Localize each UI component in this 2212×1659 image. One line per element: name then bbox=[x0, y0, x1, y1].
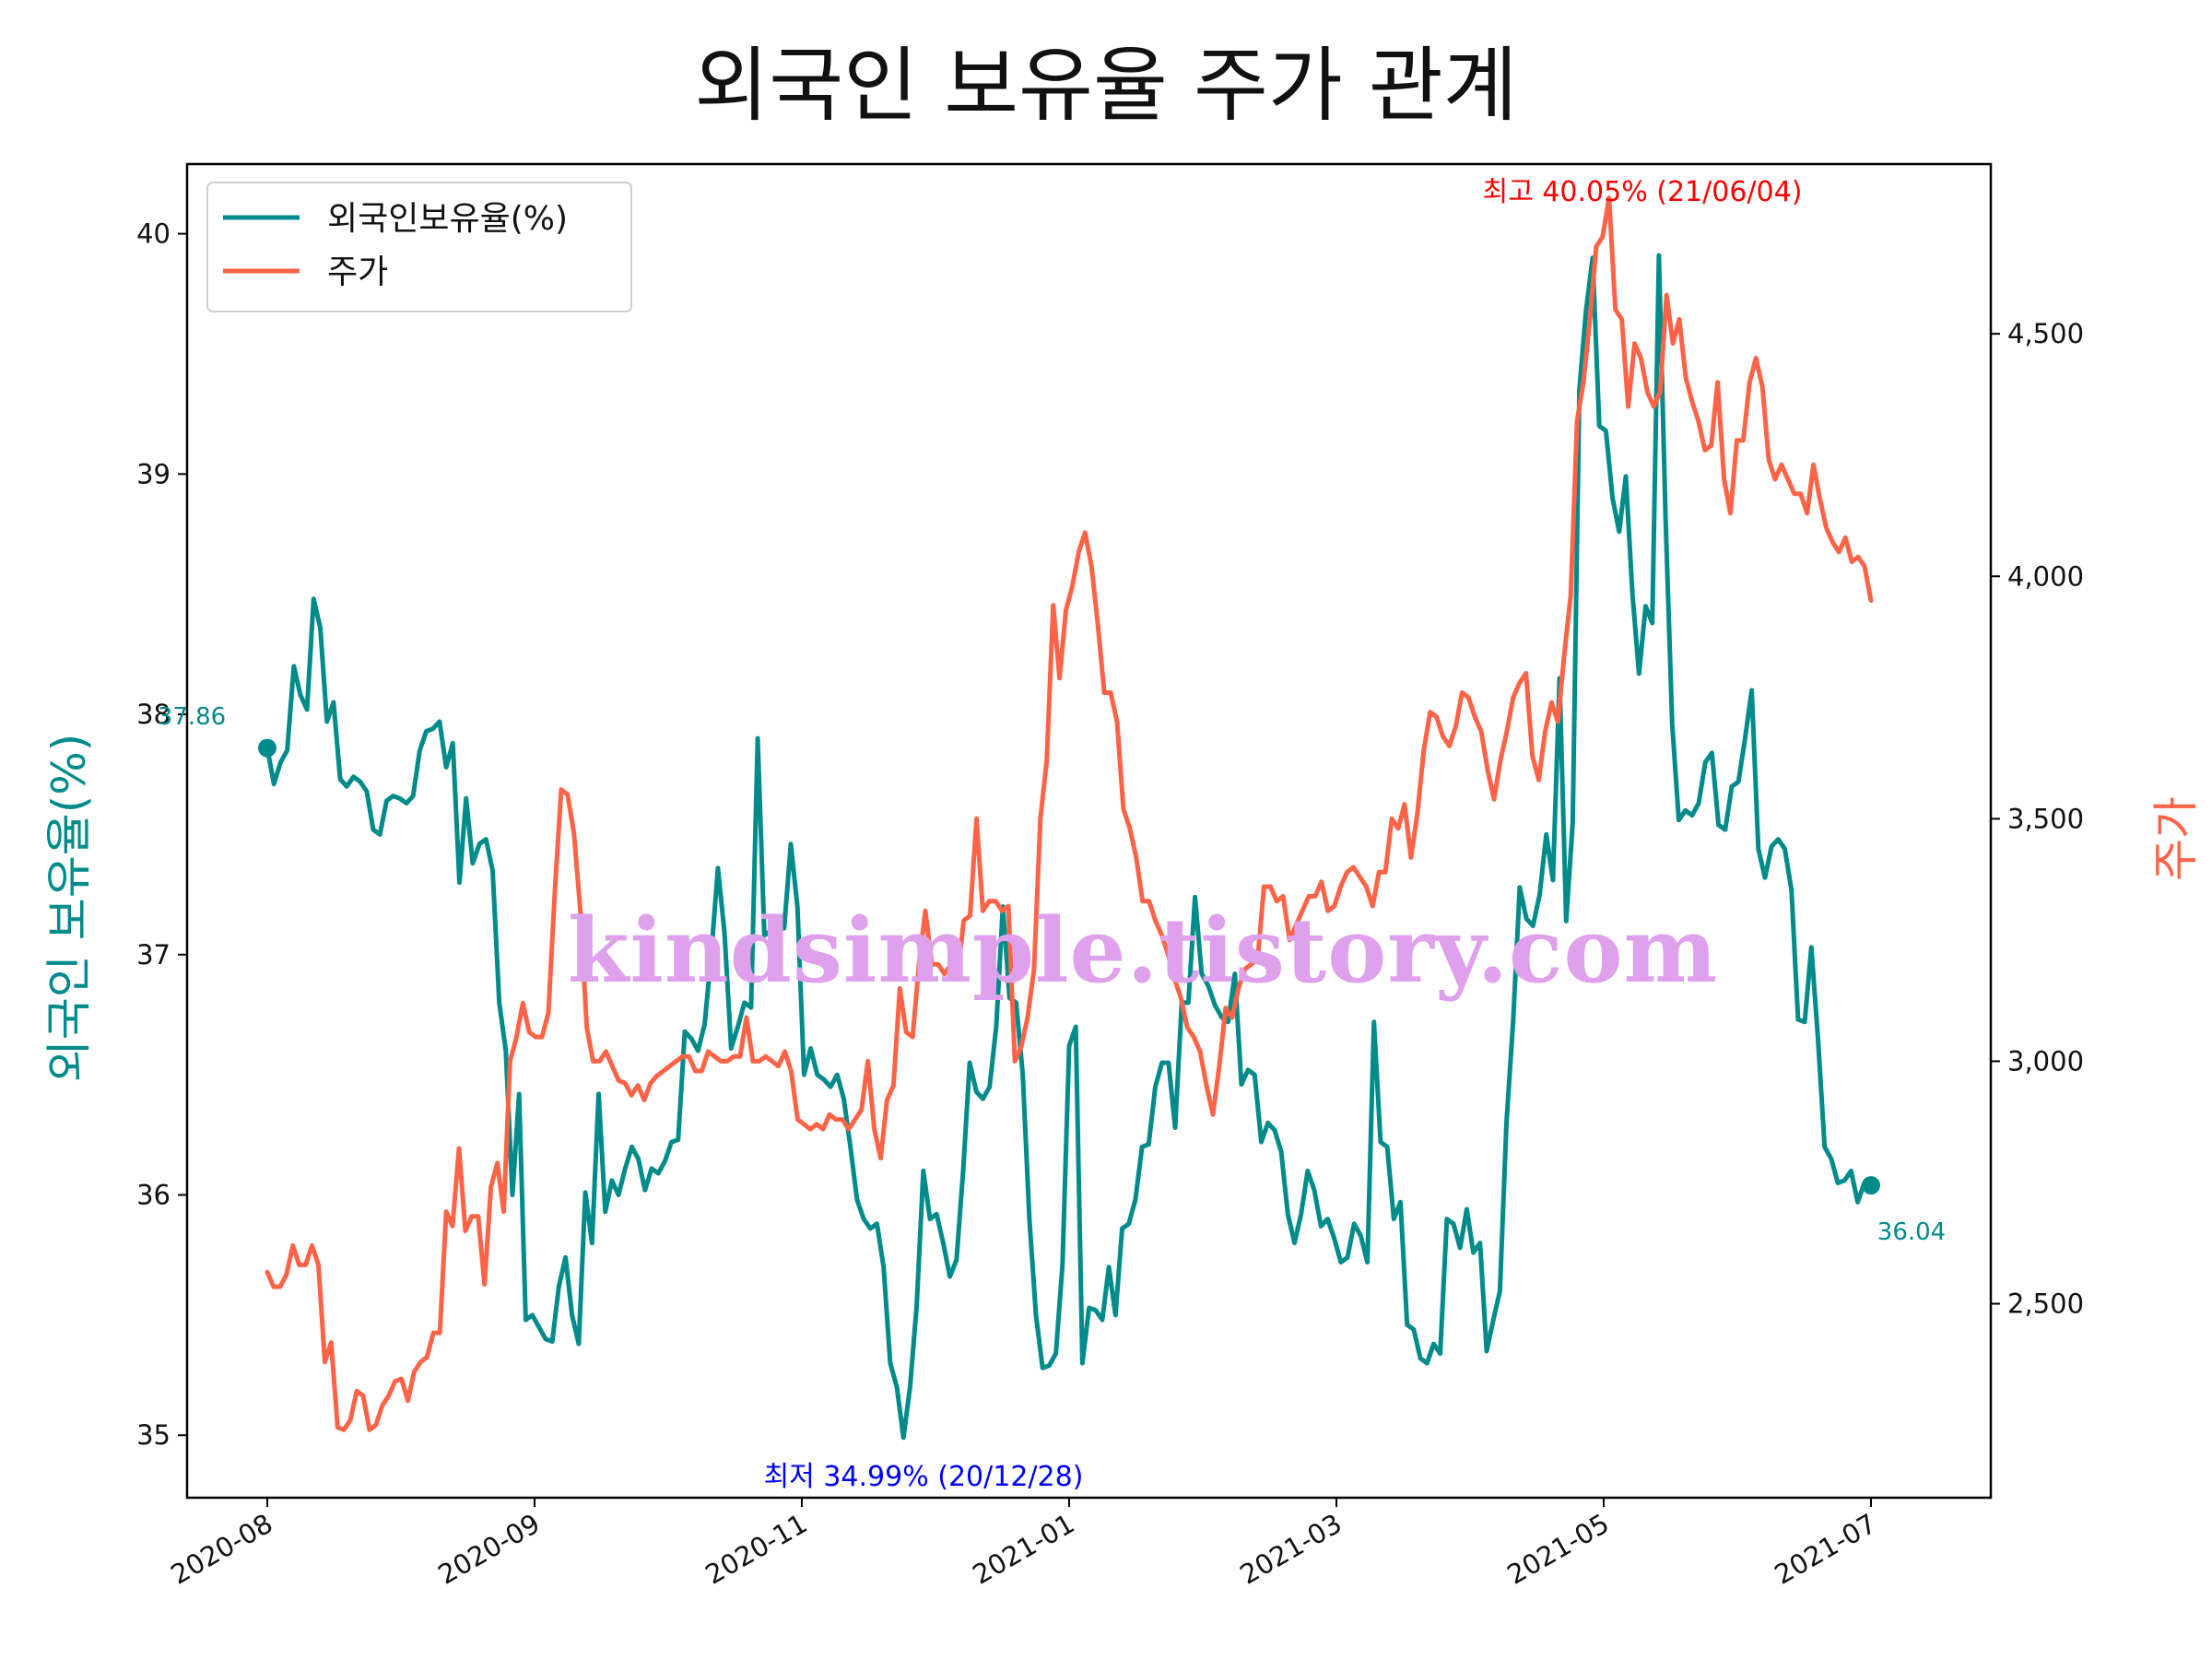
y-right-tick-label: 2,500 bbox=[2007, 1288, 2084, 1320]
x-tick-label: 2021-05 bbox=[1502, 1508, 1615, 1591]
axes-group bbox=[185, 162, 1993, 1500]
series-line-foreign-ratio bbox=[265, 253, 1874, 1441]
series-line-price bbox=[265, 195, 1874, 1432]
y-left-tick-label: 39 bbox=[136, 458, 171, 489]
y-right-tick-label: 4,000 bbox=[2007, 560, 2084, 592]
y-axis-right-label: 주가 bbox=[2149, 796, 2203, 881]
y-left-tick-label: 35 bbox=[136, 1419, 171, 1451]
y-axis-left-label: 외국인 보유율(%) bbox=[42, 734, 96, 1082]
legend-box bbox=[206, 182, 632, 312]
legend-label-price: 주가 bbox=[327, 253, 388, 291]
y-left-tick-label: 37 bbox=[136, 939, 171, 971]
annotations-group bbox=[258, 738, 1880, 1195]
end-value-label: 36.04 bbox=[1877, 1218, 1946, 1246]
y-left-tick-label: 38 bbox=[136, 699, 171, 730]
start-value-label: 37.86 bbox=[158, 703, 226, 731]
x-tick-label: 2021-07 bbox=[1770, 1508, 1882, 1591]
y-right-tick-label: 4,500 bbox=[2007, 318, 2084, 349]
y-left-tick-label: 40 bbox=[136, 218, 171, 250]
y-left-tick-label: 36 bbox=[136, 1179, 171, 1210]
x-tick-label: 2020-08 bbox=[166, 1508, 278, 1591]
end-marker bbox=[1862, 1176, 1880, 1195]
start-marker bbox=[258, 738, 276, 758]
x-tick-label: 2021-01 bbox=[968, 1508, 1080, 1591]
y-right-tick-label: 3,500 bbox=[2007, 803, 2084, 834]
plot-frame bbox=[185, 162, 1993, 1500]
max-annotation: 최고 40.05% (21/06/04) bbox=[1483, 176, 1803, 208]
chart-title: 외국인 보유율 주가 관계 bbox=[694, 38, 1518, 133]
x-tick-label: 2020-09 bbox=[433, 1508, 546, 1591]
plot-lines bbox=[265, 195, 1874, 1441]
legend-label-foreign: 외국인보유율(%) bbox=[327, 200, 568, 238]
x-tick-label: 2020-11 bbox=[700, 1508, 813, 1591]
min-annotation: 최저 34.99% (20/12/28) bbox=[764, 1461, 1084, 1493]
y-right-tick-label: 3,000 bbox=[2007, 1045, 2084, 1077]
legend: 외국인보유율(%) 주가 bbox=[206, 182, 632, 312]
x-tick-label: 2021-03 bbox=[1235, 1508, 1347, 1591]
